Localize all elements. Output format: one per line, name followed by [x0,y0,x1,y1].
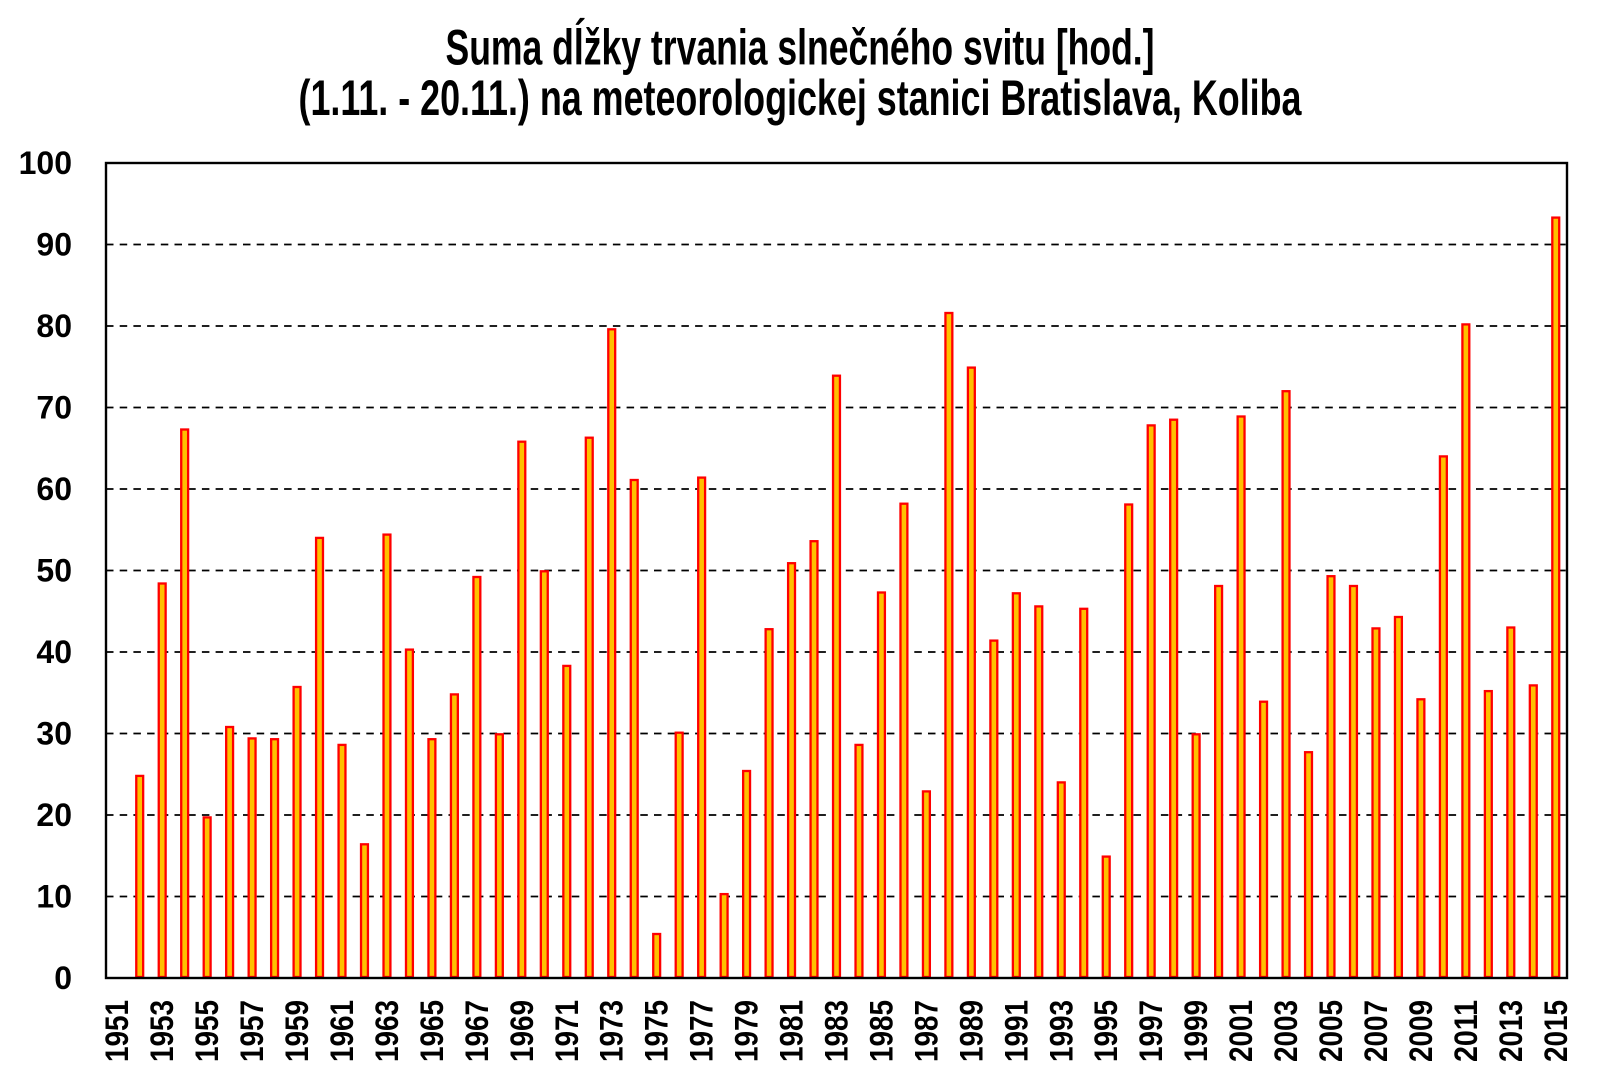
svg-text:2005: 2005 [1313,1000,1349,1062]
svg-text:60: 60 [36,471,72,507]
svg-text:1955: 1955 [189,1000,225,1062]
svg-text:1983: 1983 [819,1000,855,1062]
svg-text:100: 100 [19,145,72,181]
svg-text:2001: 2001 [1223,1000,1259,1062]
svg-text:90: 90 [36,227,72,263]
svg-text:1957: 1957 [234,1000,270,1062]
svg-text:1965: 1965 [414,1000,450,1062]
svg-text:1989: 1989 [953,1000,989,1062]
svg-text:10: 10 [36,879,72,915]
svg-text:1999: 1999 [1178,1000,1214,1062]
svg-text:(1.11. - 20.11.) na meteorolog: (1.11. - 20.11.) na meteorologickej stan… [299,70,1303,126]
svg-text:2009: 2009 [1403,1000,1439,1062]
svg-text:50: 50 [36,553,72,589]
svg-text:1953: 1953 [144,1000,180,1062]
svg-text:1967: 1967 [459,1000,495,1062]
svg-text:1969: 1969 [504,1000,540,1062]
svg-text:1971: 1971 [549,1000,585,1062]
svg-text:80: 80 [36,308,72,344]
svg-text:1997: 1997 [1133,1000,1169,1062]
svg-text:1977: 1977 [684,1000,720,1062]
svg-text:1975: 1975 [639,1000,675,1062]
svg-text:70: 70 [36,390,72,426]
svg-text:1961: 1961 [324,1000,360,1062]
svg-text:1959: 1959 [279,1000,315,1062]
svg-text:1973: 1973 [594,1000,630,1062]
svg-text:1987: 1987 [908,1000,944,1062]
svg-text:2003: 2003 [1268,1000,1304,1062]
svg-text:Suma dĺžky trvania slnečného s: Suma dĺžky trvania slnečného svitu [hod.… [446,18,1155,76]
svg-text:0: 0 [54,960,72,996]
svg-text:2013: 2013 [1493,1000,1529,1062]
svg-text:1985: 1985 [864,1000,900,1062]
svg-text:1951: 1951 [99,1000,135,1062]
svg-text:1991: 1991 [998,1000,1034,1062]
svg-text:2007: 2007 [1358,1000,1394,1062]
svg-text:30: 30 [36,716,72,752]
svg-text:1963: 1963 [369,1000,405,1062]
svg-text:2015: 2015 [1538,1000,1574,1062]
svg-text:1993: 1993 [1043,1000,1079,1062]
svg-text:20: 20 [36,797,72,833]
svg-text:40: 40 [36,634,72,670]
svg-text:2011: 2011 [1448,1000,1484,1062]
svg-text:1995: 1995 [1088,1000,1124,1062]
svg-text:1981: 1981 [774,1000,810,1062]
svg-text:1979: 1979 [729,1000,765,1062]
